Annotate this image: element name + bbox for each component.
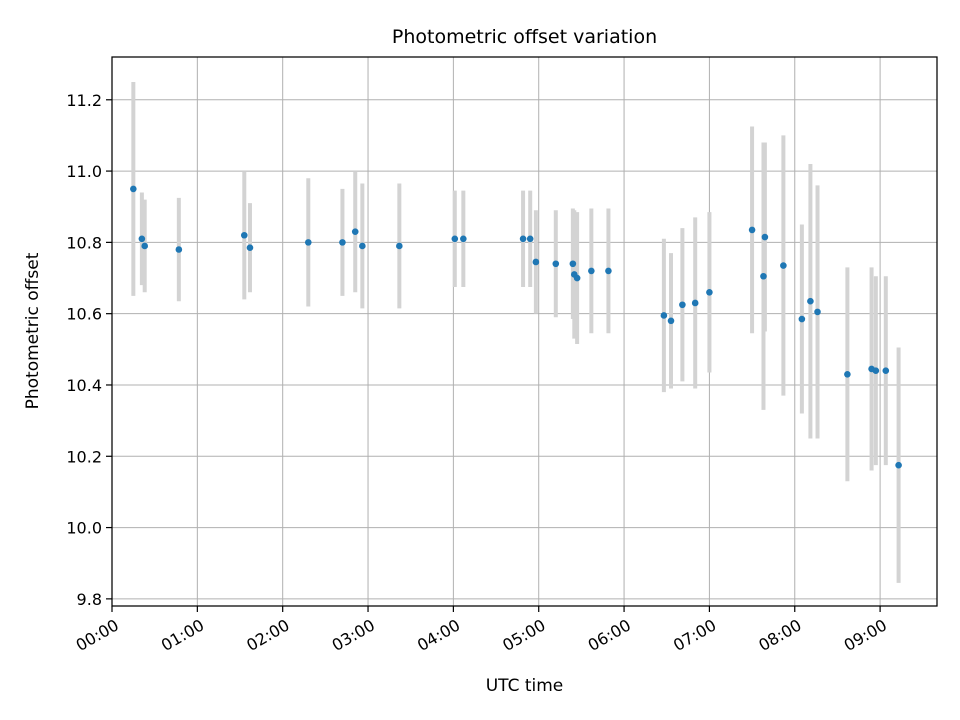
y-tick-label: 10.4 <box>66 376 102 395</box>
data-point <box>532 258 540 266</box>
chart-title: Photometric offset variation <box>392 26 657 48</box>
data-point <box>519 235 527 243</box>
data-point <box>844 370 851 378</box>
data-point <box>130 185 137 193</box>
data-point <box>396 242 403 250</box>
y-tick-label: 10.2 <box>66 447 102 466</box>
data-point <box>706 288 713 296</box>
data-point <box>748 226 756 234</box>
data-point <box>141 242 149 250</box>
data-point <box>339 239 346 246</box>
data-point <box>872 367 880 375</box>
data-point <box>304 239 312 246</box>
data-point <box>240 231 248 239</box>
data-point <box>667 317 675 325</box>
data-point <box>679 301 686 309</box>
data-point <box>359 242 366 250</box>
data-points <box>130 185 902 469</box>
data-point <box>569 260 577 268</box>
data-point <box>573 274 581 282</box>
data-point <box>351 228 359 235</box>
y-axis-title: Photometric offset <box>23 252 43 409</box>
data-point <box>138 235 146 243</box>
data-point <box>246 244 254 252</box>
plot-frame <box>111 56 938 607</box>
data-point <box>451 235 459 243</box>
data-point <box>175 246 183 253</box>
y-tick-label: 10.8 <box>66 233 102 252</box>
data-point <box>660 312 668 319</box>
x-axis-title: UTC time <box>486 676 564 696</box>
data-point <box>760 272 767 280</box>
y-tick-label: 9.8 <box>77 590 102 609</box>
y-tick-label: 11.2 <box>66 91 102 110</box>
y-axis-ticks: 9.8 10.0 10.2 10.4 10.6 10.8 11.0 11.2 <box>66 91 112 609</box>
data-point <box>761 233 769 241</box>
data-point <box>605 267 612 275</box>
data-point <box>552 260 560 268</box>
data-point <box>882 367 890 375</box>
data-point <box>588 267 595 275</box>
data-point <box>814 308 821 316</box>
data-point <box>798 315 806 323</box>
data-point <box>780 262 787 269</box>
data-point <box>691 299 699 307</box>
data-point <box>526 235 534 243</box>
y-tick-label: 11.0 <box>66 162 102 181</box>
y-tick-label: 10.0 <box>66 519 102 538</box>
data-point <box>895 461 902 469</box>
data-point <box>460 235 467 243</box>
data-point <box>807 297 814 305</box>
y-tick-label: 10.6 <box>66 305 102 324</box>
